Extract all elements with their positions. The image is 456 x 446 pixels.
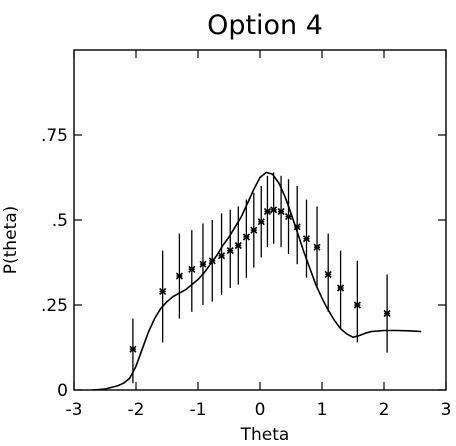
observed-point [270, 172, 278, 244]
observed-point [175, 233, 183, 319]
observed-point [234, 206, 242, 285]
observed-point [302, 199, 311, 278]
observed-point [257, 186, 265, 258]
observed-point [353, 260, 361, 343]
observed-point [242, 199, 250, 278]
observed-point [159, 250, 167, 343]
observed-point [277, 175, 285, 248]
x-tick-label: 3 [441, 400, 452, 420]
observed-point [324, 233, 332, 312]
observed-point [208, 220, 216, 302]
x-tick-label: -1 [190, 400, 207, 420]
y-tick-label: .25 [41, 296, 68, 316]
y-tick-label: 0 [57, 381, 68, 401]
observed-point [313, 206, 321, 288]
observed-point [337, 250, 345, 329]
observed-point [263, 175, 272, 248]
observed-point [250, 192, 258, 268]
observed-point [284, 179, 293, 254]
x-tick-label: -3 [66, 400, 83, 420]
observed-point [129, 318, 137, 384]
observed-point [383, 274, 391, 353]
x-axis-ticks: -3 -2 -1 0 1 2 3 [66, 50, 452, 420]
y-axis-label: P(theta) [1, 206, 21, 275]
x-tick-label: -2 [128, 400, 145, 420]
y-tick-label: .75 [41, 126, 68, 146]
model-curve-line [92, 171, 422, 391]
y-axis-ticks: 0 .25 .5 .75 [41, 126, 446, 401]
x-tick-label: 0 [255, 400, 266, 420]
x-tick-label: 1 [317, 400, 328, 420]
chart-title: Option 4 [207, 10, 323, 41]
plot-series [92, 171, 422, 391]
y-tick-label: .5 [52, 211, 68, 231]
observed-point [217, 213, 226, 295]
x-axis-label: Theta [240, 425, 290, 445]
observed-point [199, 223, 207, 305]
x-tick-label: 2 [379, 400, 390, 420]
observed-point [188, 230, 196, 312]
observed-point [226, 209, 234, 288]
observed-point [293, 186, 301, 265]
